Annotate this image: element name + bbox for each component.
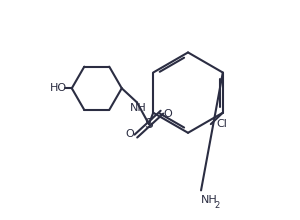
Text: HO: HO bbox=[50, 83, 67, 93]
Text: 2: 2 bbox=[215, 202, 220, 211]
Text: S: S bbox=[145, 117, 153, 131]
Text: Cl: Cl bbox=[216, 119, 227, 129]
Text: NH: NH bbox=[201, 195, 218, 205]
Text: O: O bbox=[125, 129, 134, 139]
Text: NH: NH bbox=[130, 103, 146, 114]
Text: O: O bbox=[164, 109, 172, 119]
